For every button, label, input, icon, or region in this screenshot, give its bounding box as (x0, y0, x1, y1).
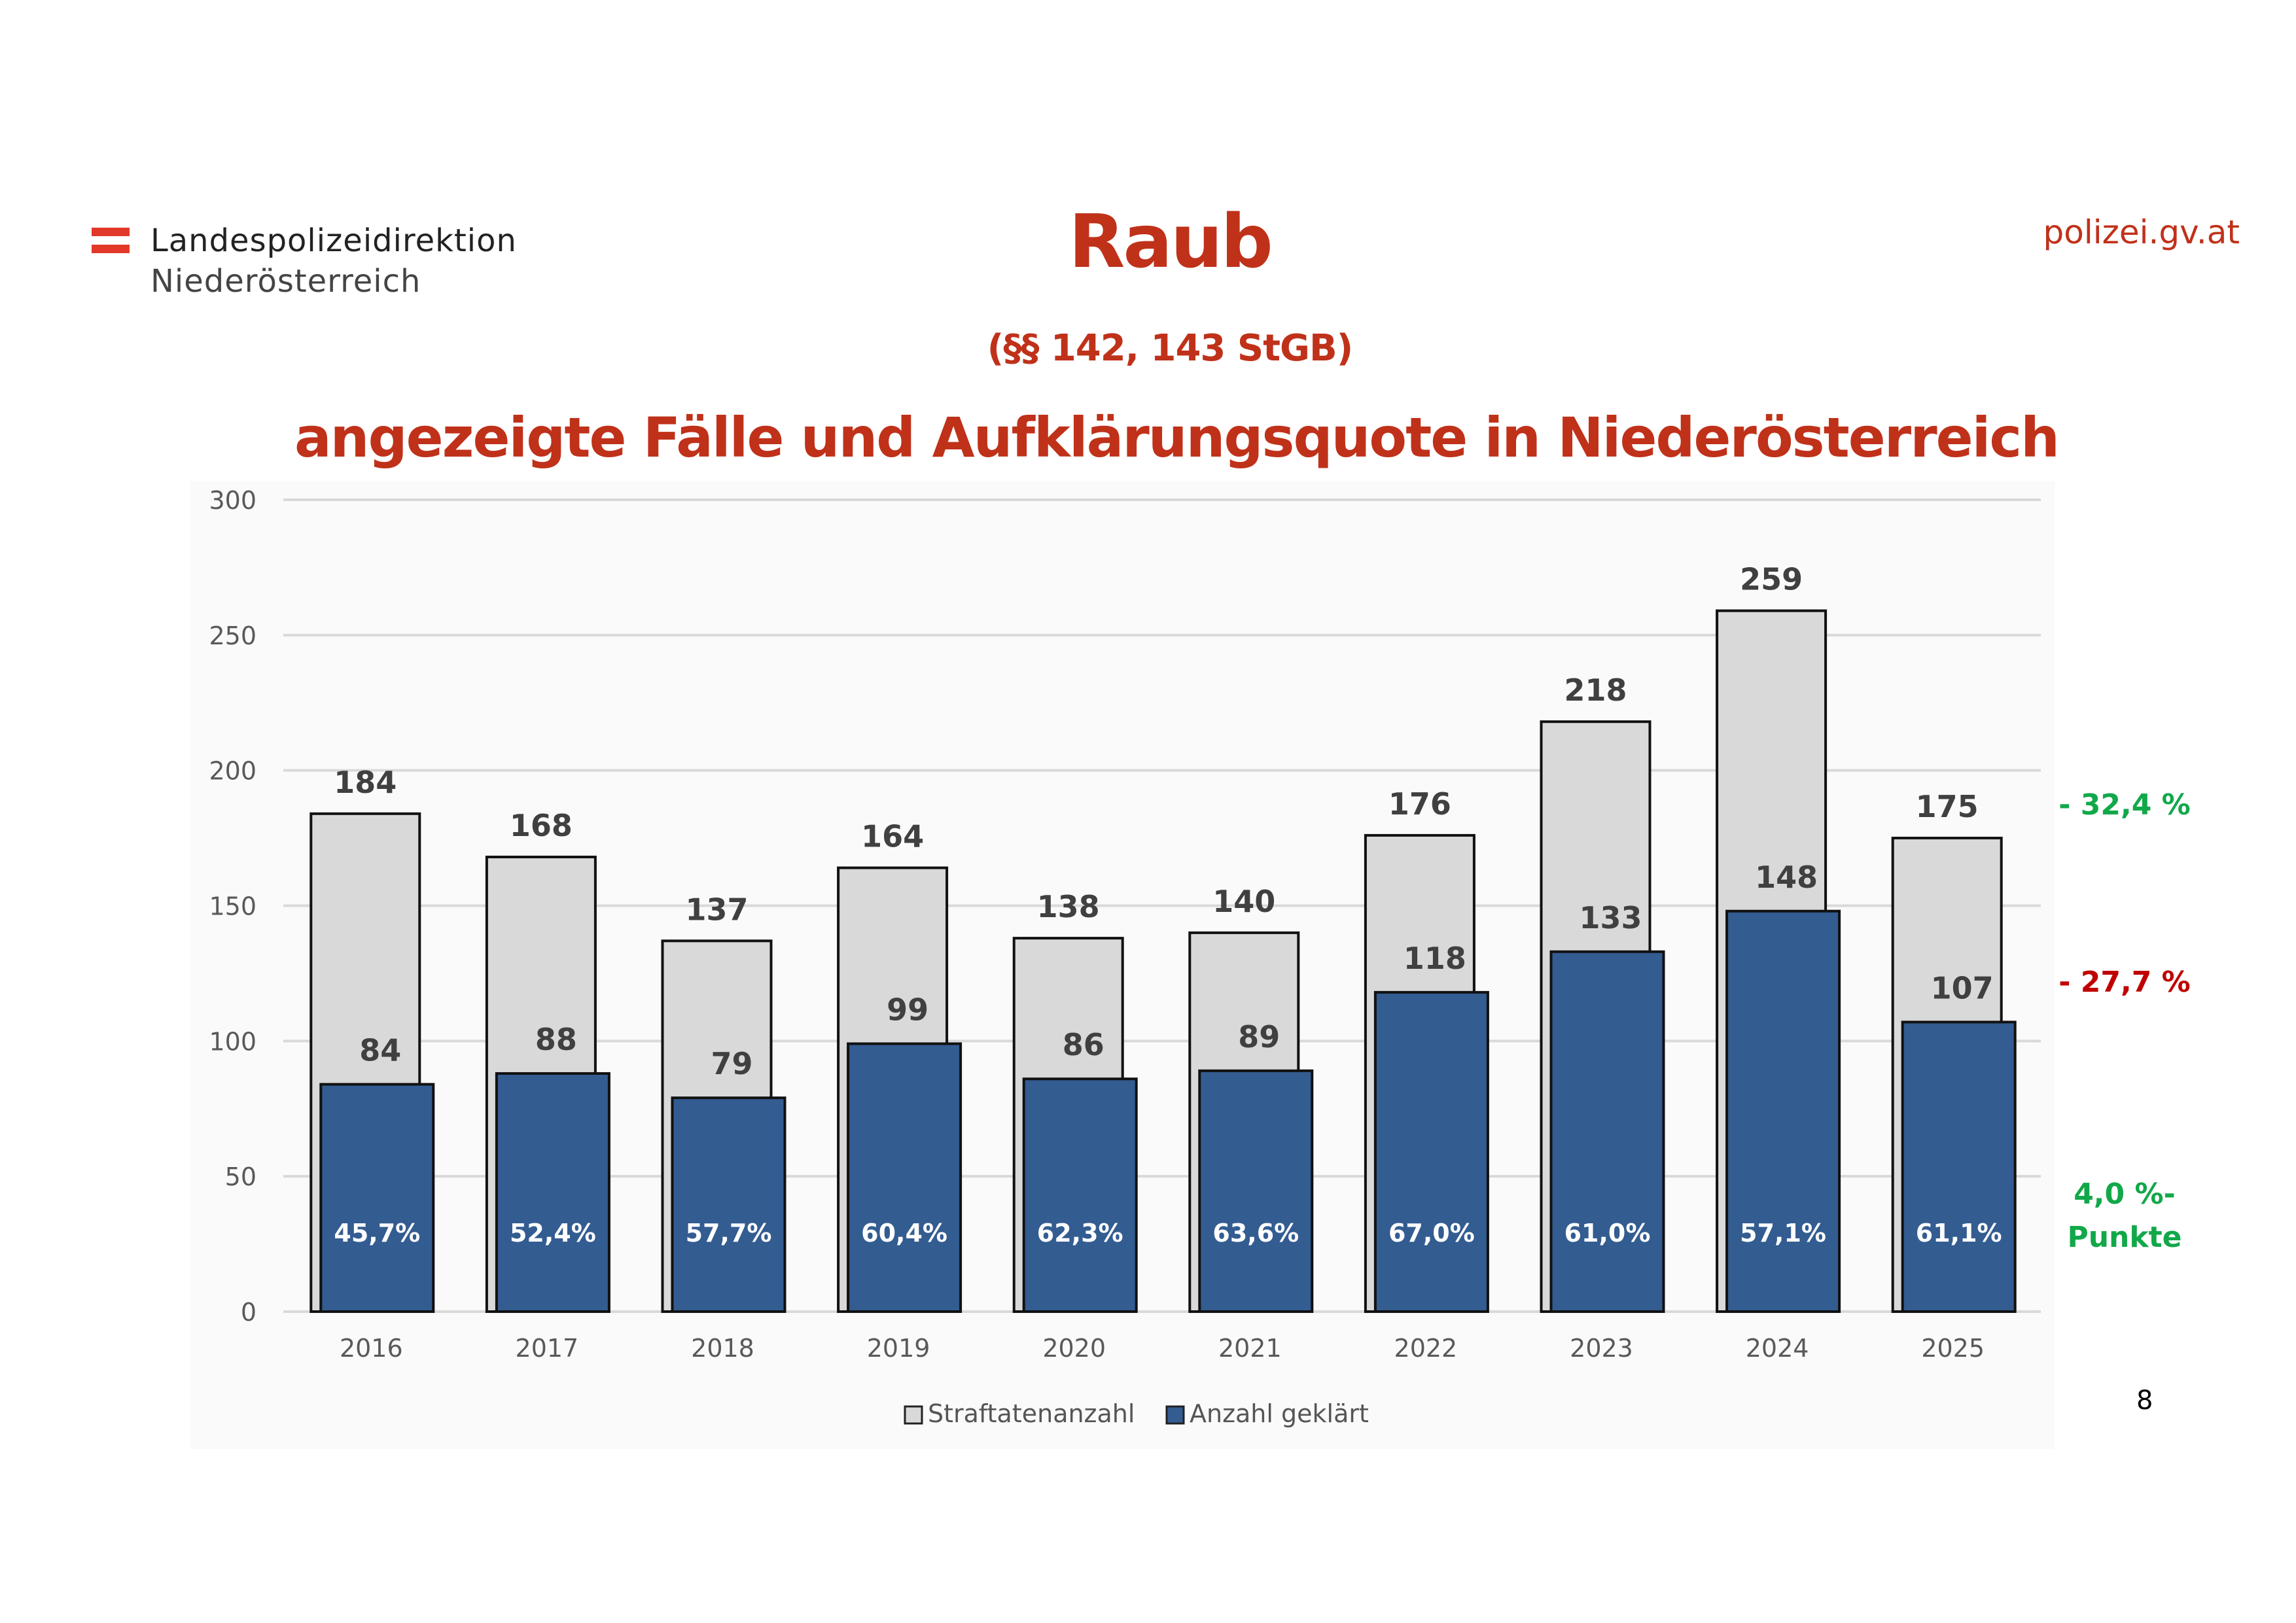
rate-label: 52,4% (510, 1219, 596, 1248)
flag-stripe (92, 228, 130, 236)
y-tick-label: 100 (209, 1027, 256, 1056)
bar-solved-2018 (671, 1096, 786, 1314)
solved-label: 148 (1755, 860, 1818, 895)
bar-solved-2025 (1901, 1021, 2017, 1314)
bar-solved-2019 (847, 1042, 963, 1313)
total-label: 137 (685, 892, 748, 927)
legend-label-total: Straftatenanzahl (928, 1399, 1135, 1428)
x-tick-label: 2023 (1570, 1334, 1633, 1363)
x-tick-label: 2020 (1042, 1334, 1106, 1363)
solved-label: 99 (887, 992, 928, 1027)
y-tick-label: 250 (209, 621, 256, 650)
bar-solved-2021 (1198, 1069, 1314, 1313)
rate-label: 62,3% (1037, 1219, 1123, 1248)
x-tick-label: 2018 (691, 1334, 754, 1363)
x-tick-label: 2022 (1394, 1334, 1458, 1363)
total-label: 175 (1916, 789, 1979, 824)
rate-label: 45,7% (334, 1219, 420, 1248)
total-label: 140 (1212, 884, 1275, 919)
total-label: 218 (1564, 672, 1627, 708)
bar-solved-2017 (495, 1072, 610, 1314)
legend-label-solved: Anzahl geklärt (1190, 1399, 1369, 1428)
legend: Straftatenanzahl Anzahl geklärt (904, 1399, 1369, 1428)
annotation-rate-change-1: 4,0 %- (2074, 1178, 2176, 1211)
annotation-rate-change-2: Punkte (2067, 1221, 2182, 1254)
solved-label: 86 (1063, 1027, 1104, 1062)
rate-label: 61,0% (1564, 1219, 1651, 1248)
bar-solved-2022 (1373, 990, 1489, 1313)
bar-solved-2023 (1549, 950, 1665, 1314)
rate-label: 57,7% (686, 1219, 772, 1248)
solved-label: 89 (1238, 1019, 1280, 1055)
bar-solved-2024 (1725, 909, 1841, 1313)
bar-solved-2016 (319, 1083, 435, 1314)
legend-swatch-solved (1165, 1405, 1185, 1425)
x-tick-label: 2016 (340, 1334, 403, 1363)
page-title: Raub (1069, 200, 1273, 285)
page-subtitle: (§§ 142, 143 StGB) (987, 327, 1354, 370)
annotation-total-change: - 32,4 % (2058, 788, 2191, 822)
x-tick-label: 2019 (867, 1334, 930, 1363)
chart-title: angezeigte Fälle und Aufklärungsquote in… (294, 406, 2060, 470)
solved-label: 88 (535, 1022, 577, 1057)
x-tick-label: 2021 (1218, 1334, 1282, 1363)
solved-label: 118 (1404, 941, 1466, 976)
solved-label: 84 (359, 1033, 401, 1068)
x-tick-label: 2017 (516, 1334, 579, 1363)
annotation-solved-change: - 27,7 % (2058, 966, 2191, 999)
bar-solved-2020 (1022, 1077, 1138, 1314)
logo-line2: Niederösterreich (150, 263, 421, 300)
y-tick-label: 200 (209, 757, 256, 786)
rate-label: 60,4% (861, 1219, 947, 1248)
total-label: 138 (1037, 889, 1100, 924)
y-tick-label: 300 (209, 486, 256, 515)
total-label: 164 (861, 819, 924, 854)
site-name: polizei.gv.at (2043, 213, 2240, 251)
y-tick-label: 0 (241, 1298, 256, 1327)
flag-stripe (92, 245, 130, 253)
rate-label: 57,1% (1740, 1219, 1826, 1248)
x-tick-label: 2024 (1746, 1334, 1809, 1363)
total-label: 168 (510, 808, 573, 843)
y-tick-label: 150 (209, 892, 256, 921)
solved-label: 133 (1579, 900, 1642, 935)
total-label: 184 (334, 765, 397, 800)
rate-label: 61,1% (1916, 1219, 2002, 1248)
solved-label: 79 (711, 1046, 752, 1081)
solved-label: 107 (1931, 970, 1994, 1005)
total-label: 176 (1388, 786, 1451, 822)
legend-swatch-total (904, 1405, 923, 1425)
rate-label: 67,0% (1388, 1219, 1475, 1248)
y-tick-label: 50 (225, 1162, 256, 1191)
total-label: 259 (1740, 562, 1803, 597)
page-number: 8 (2136, 1386, 2153, 1416)
x-tick-label: 2025 (1921, 1334, 1985, 1363)
logo-line1: Landespolizeidirektion (150, 222, 517, 259)
rate-label: 63,6% (1212, 1219, 1299, 1248)
